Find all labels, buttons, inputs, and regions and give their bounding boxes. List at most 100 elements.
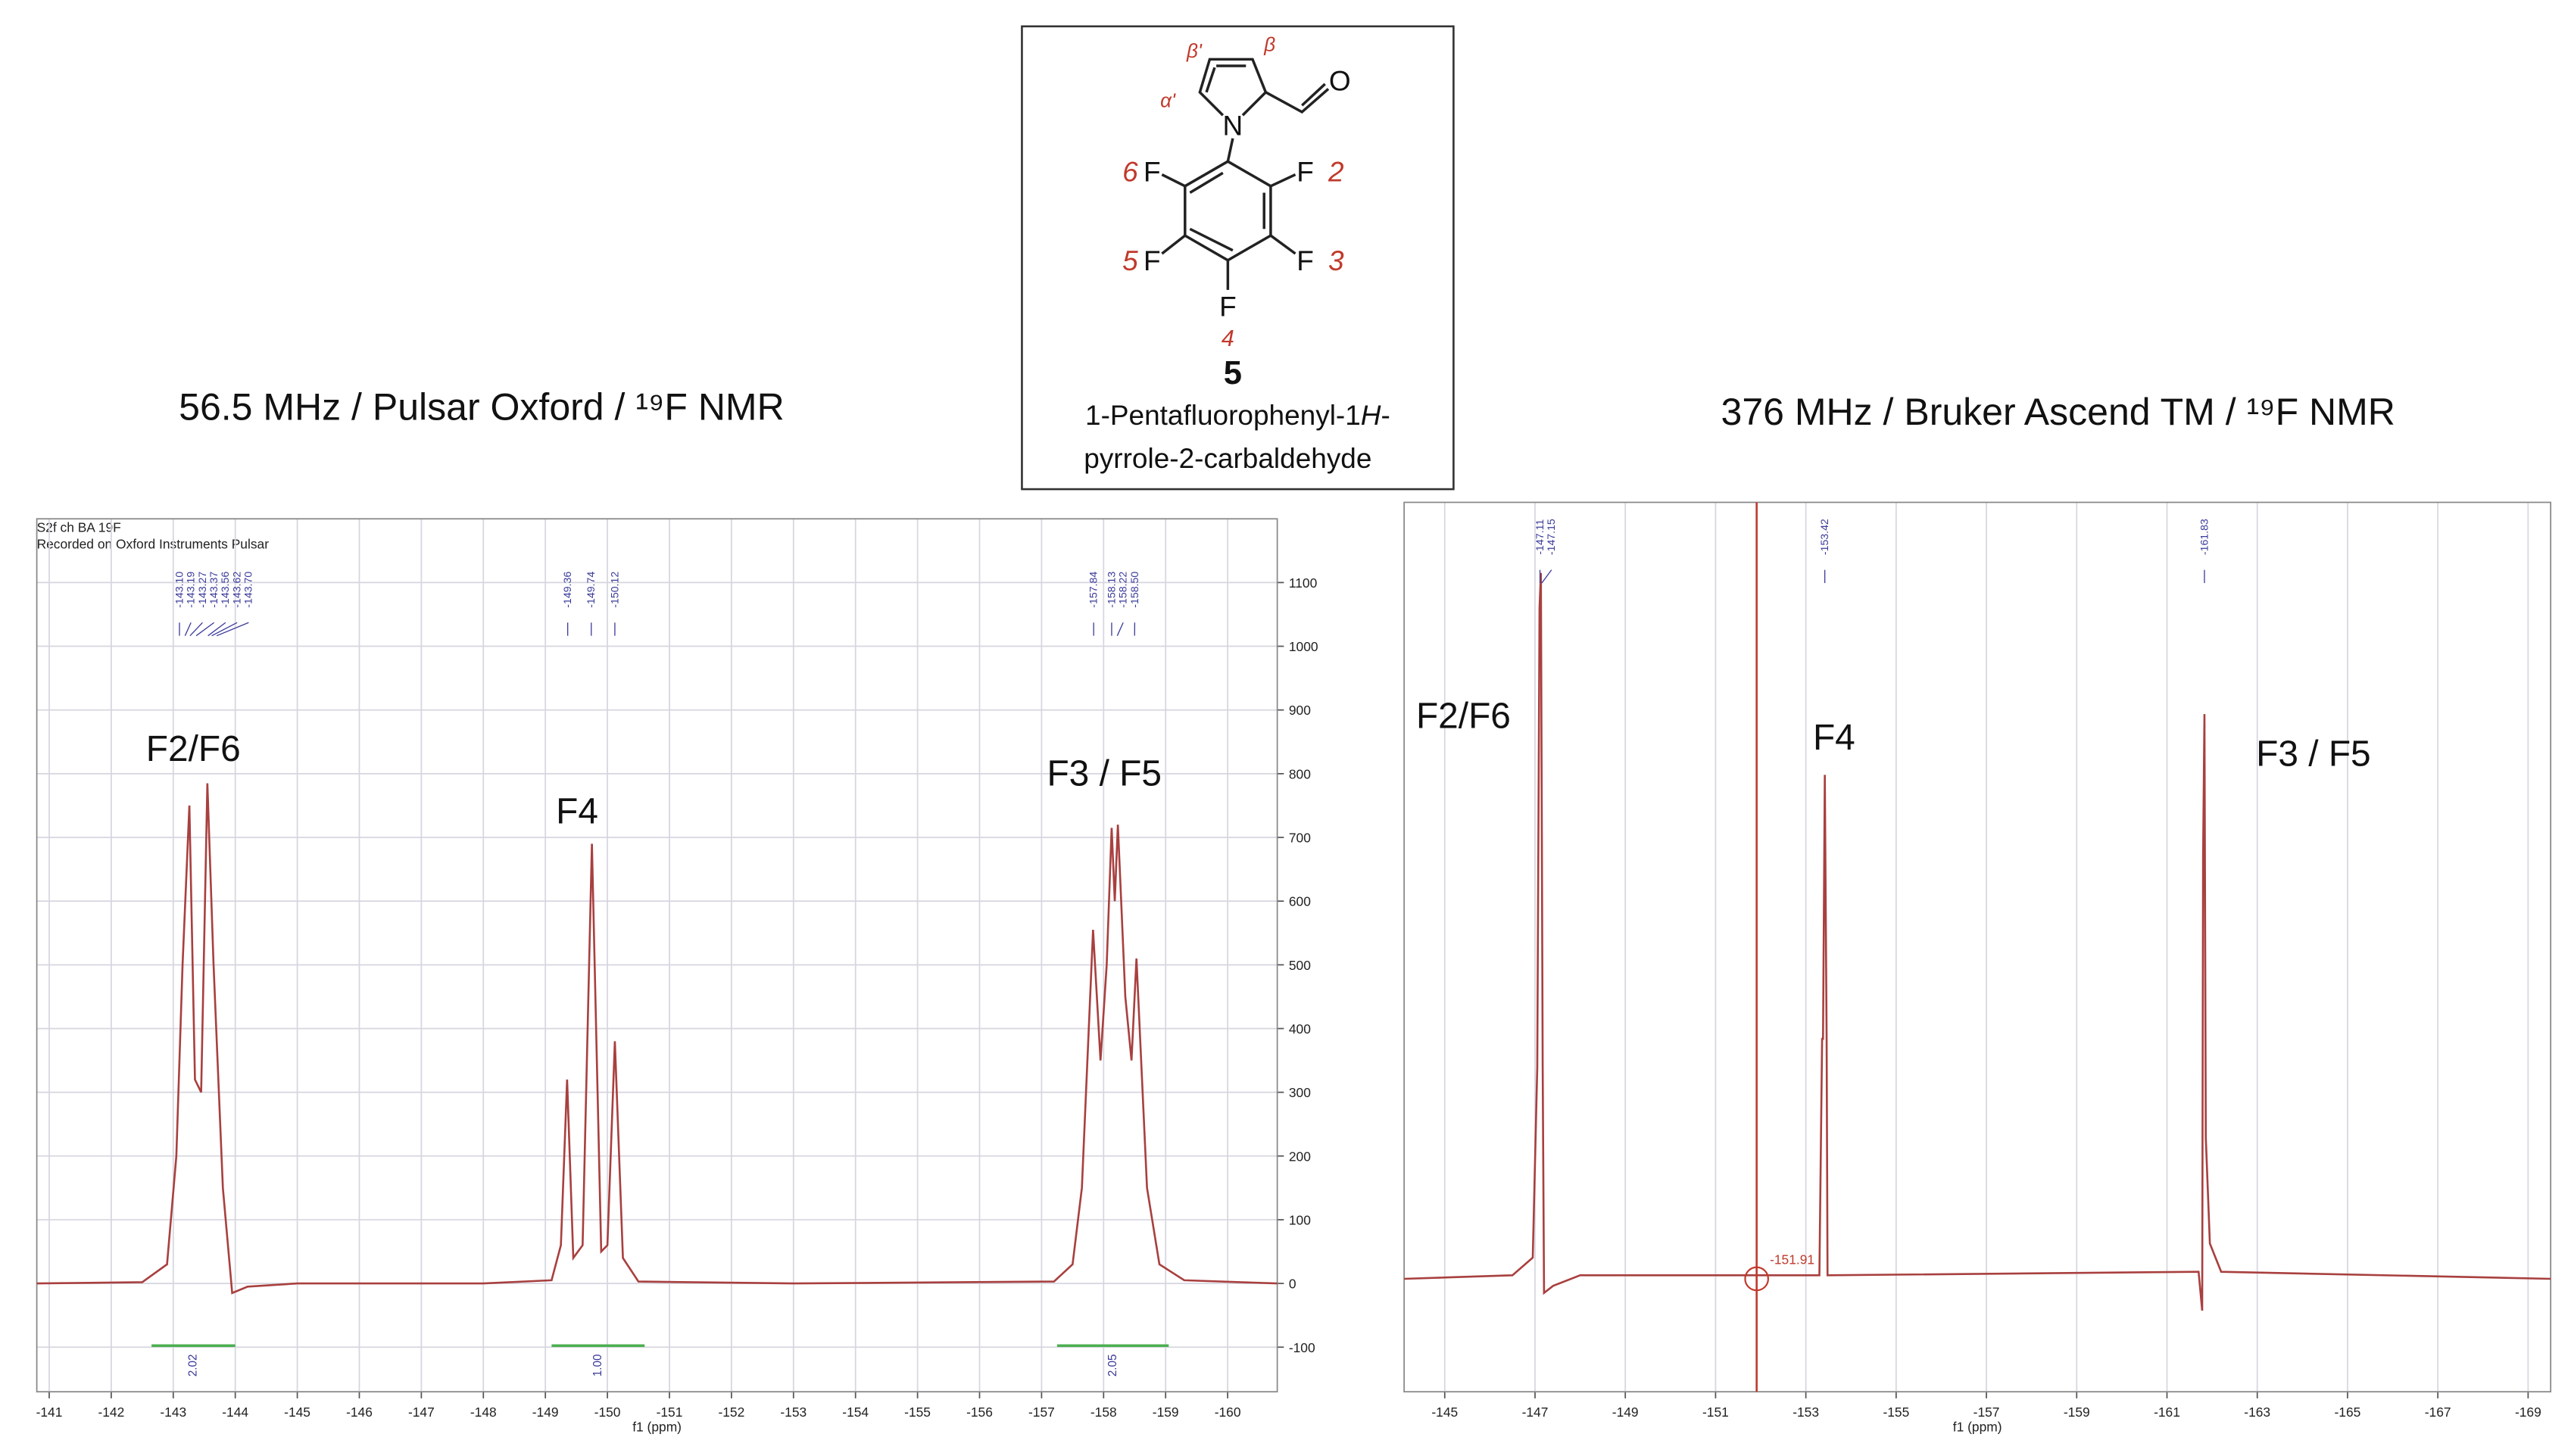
plot-frame [36,518,1278,1393]
x-tick-label: -142 [98,1405,124,1420]
peak-label: -147.15 [1545,519,1557,555]
x-tick-label: -147 [1522,1405,1549,1420]
y-tick-label: 900 [1289,703,1311,718]
x-tick-label: -154 [842,1405,869,1420]
annotation: F2/F6 [1416,697,1511,737]
x-tick-label: -150 [594,1405,621,1420]
name-part: H [1361,400,1381,431]
y-tick-label: 200 [1289,1149,1311,1164]
peak-leader [211,622,238,637]
name-part: 1-Pentafluorophenyl-1 [1085,400,1361,431]
x-tick-label: -149 [1612,1405,1639,1420]
x-tick-label: -148 [470,1405,497,1420]
spectrum-line [1404,572,2551,1311]
x-tick-label: -145 [1431,1405,1458,1420]
peak-label: -143.27 [196,572,208,608]
cursor-marker [1744,1266,1769,1292]
peak-label: -158.13 [1105,572,1117,608]
peak-leader [184,622,192,636]
atom: O [1329,66,1351,97]
cursor-label: -151.91 [1770,1252,1814,1267]
bond [1270,173,1296,188]
annotation: F3 / F5 [2256,734,2371,775]
bond [1301,83,1326,107]
position: 4 [1222,326,1234,351]
compound-name: 1-Pentafluorophenyl-1H- [1085,400,1390,431]
chart-header: Recorded on Oxford Instruments Pulsar [37,536,270,551]
integral-label: 2.05 [1106,1355,1119,1377]
annotation: F3 / F5 [1047,754,1162,794]
annotation: F2/F6 [146,729,241,769]
peak-label: -143.19 [185,572,197,608]
x-axis-label: f1 (ppm) [1953,1419,2002,1434]
peak-leader [216,622,249,637]
structure-box [1021,25,1455,491]
x-tick-label: -163 [2244,1405,2270,1420]
bond [1161,173,1186,188]
bond [1189,227,1234,252]
annotation: F4 [1813,718,1855,758]
spectrum-line [36,783,1278,1295]
y-tick-label: 1000 [1289,639,1318,654]
peak-label: -143.37 [207,572,220,608]
bond [1184,160,1272,262]
peak-label: -157.84 [1087,572,1100,608]
y-tick-label: 100 [1289,1212,1311,1227]
x-tick-label: -161 [2154,1405,2180,1420]
x-tick-label: -169 [2515,1405,2541,1420]
x-tick-label: -153 [780,1405,807,1420]
peak-leader [189,622,203,637]
x-tick-label: -165 [2335,1405,2361,1420]
peak-label: -149.74 [585,572,597,608]
x-tick-label: -143 [160,1405,186,1420]
y-tick-label: -100 [1289,1340,1315,1355]
atom: F [1219,292,1237,323]
ring-label: β' [1186,39,1203,62]
y-tick-label: 300 [1289,1085,1311,1100]
peak-leader [195,622,215,637]
y-tick-label: 600 [1289,894,1311,909]
x-tick-label: -151 [1702,1405,1729,1420]
atom: N [1223,110,1243,141]
ring-label: β [1263,33,1275,55]
x-tick-label: -151 [657,1405,683,1420]
structure-labels: N O F F F F F 2 3 4 5 6 α' β' β 5 1-Pent… [1084,33,1390,473]
x-tick-label: -160 [1215,1405,1241,1420]
x-tick-label: -158 [1090,1405,1117,1420]
peak-label: -143.56 [219,572,231,608]
y-tick-label: 700 [1289,831,1311,846]
x-tick-label: -144 [222,1405,248,1420]
bond [1198,58,1268,117]
ring-label: α' [1160,89,1176,111]
bond [1265,88,1330,114]
chart-title: 376 MHz / Bruker Ascend TM / ¹⁹F NMR [1721,391,2395,433]
peak-label: -147.11 [1534,519,1546,555]
atom: F [1296,156,1314,187]
peak-label: -143.70 [242,572,254,608]
peak-label: -161.83 [2198,519,2210,555]
integral-label: 2.02 [187,1355,200,1377]
integral-label: 1.00 [591,1355,604,1377]
peak-label: -150.12 [608,572,620,608]
x-tick-label: -157 [1973,1405,2000,1420]
x-tick-label: -152 [718,1405,744,1420]
position: 5 [1122,245,1138,276]
chart-header: S2f ch BA 19F [37,520,121,535]
position: 3 [1328,245,1344,276]
x-tick-label: -159 [1153,1405,1179,1420]
x-tick-label: -149 [532,1405,559,1420]
peak-label: -158.50 [1128,572,1140,608]
peak-leader [1541,569,1552,584]
atom: F [1296,245,1314,276]
peak-leader [1116,622,1124,636]
x-tick-label: -155 [904,1405,931,1420]
x-tick-label: -146 [346,1405,373,1420]
peak-leader [207,622,226,637]
atom: F [1144,156,1161,187]
atom: F [1144,245,1161,276]
y-tick-label: 0 [1289,1277,1296,1292]
x-tick-label: -155 [1883,1405,1909,1420]
y-tick-label: 800 [1289,766,1311,781]
